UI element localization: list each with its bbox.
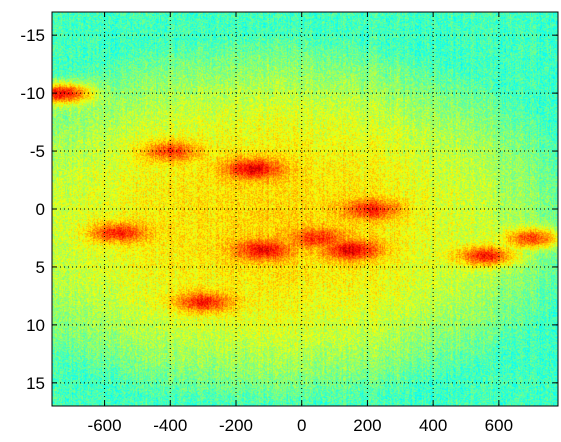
x-tick-label: 600	[485, 416, 513, 435]
x-tick-label: -600	[88, 416, 122, 435]
y-tick-label: 0	[36, 200, 45, 219]
grid-lines	[52, 12, 558, 406]
y-tick-label: 10	[26, 316, 45, 335]
y-axis: -15 -10 -5 0 5 10 15	[20, 26, 558, 393]
x-tick-label: 0	[297, 416, 306, 435]
x-tick-label: -200	[219, 416, 253, 435]
y-tick-label: -15	[20, 26, 45, 45]
y-tick-label: 15	[26, 374, 45, 393]
y-tick-label: -10	[20, 84, 45, 103]
y-tick-label: -5	[30, 142, 45, 161]
x-axis: -600 -400 -200 0 200 400 600	[88, 12, 513, 435]
x-tick-label: 200	[353, 416, 381, 435]
x-tick-label: -400	[153, 416, 187, 435]
x-tick-label: 400	[419, 416, 447, 435]
y-tick-label: 5	[36, 258, 45, 277]
